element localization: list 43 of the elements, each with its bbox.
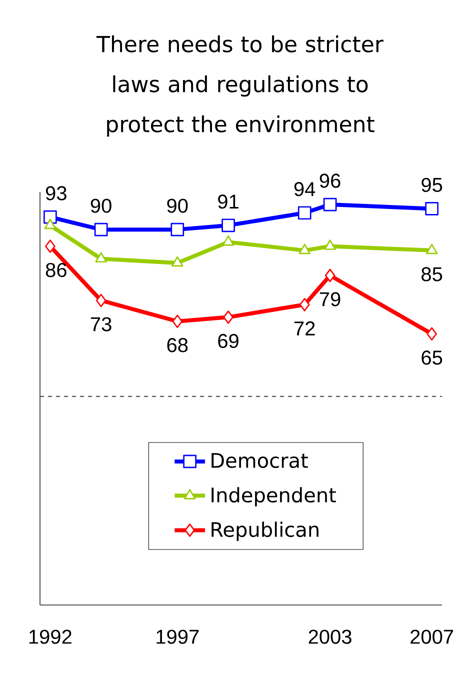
point	[298, 244, 310, 254]
chart-title: There needs to be stricter laws and regulations to protect the environment	[96, 35, 384, 137]
point	[44, 218, 56, 230]
data-label: 94	[294, 182, 316, 196]
legend-label: Republican	[212, 522, 318, 541]
data-label: 93	[46, 186, 66, 200]
data-label: 90	[167, 198, 188, 213]
point	[426, 327, 437, 341]
point	[172, 256, 184, 267]
x-tick-label: 2007	[410, 630, 454, 644]
x-tick-label: 2003	[308, 630, 352, 644]
point	[298, 206, 312, 220]
data-label: 79	[320, 292, 340, 306]
point	[426, 244, 438, 254]
point	[94, 222, 108, 236]
point	[425, 202, 438, 216]
data-label: 96	[320, 174, 340, 188]
point	[324, 268, 336, 282]
data-label: 95	[422, 178, 442, 192]
point	[222, 218, 235, 232]
data-label: 90	[90, 198, 112, 213]
data-label: 65	[422, 350, 442, 365]
x-tick-label: 1997	[156, 630, 199, 644]
legend-label: Democrat	[212, 453, 308, 468]
point	[170, 222, 184, 236]
data-label: 85	[422, 267, 442, 282]
point	[96, 294, 106, 308]
data-label: 69	[218, 334, 238, 348]
data-label: 68	[167, 338, 188, 352]
point	[223, 310, 234, 324]
point	[44, 210, 57, 224]
data-label: 72	[294, 321, 315, 336]
point	[323, 198, 337, 212]
point	[299, 298, 310, 312]
point	[95, 252, 107, 262]
legend-label: Independent	[212, 487, 336, 506]
x-tick-label: 1992	[29, 630, 72, 644]
point	[172, 314, 183, 328]
point	[324, 240, 336, 250]
data-label: 86	[46, 262, 66, 278]
point	[45, 240, 56, 253]
data-label: 73	[90, 317, 112, 332]
data-label: 91	[218, 194, 238, 209]
